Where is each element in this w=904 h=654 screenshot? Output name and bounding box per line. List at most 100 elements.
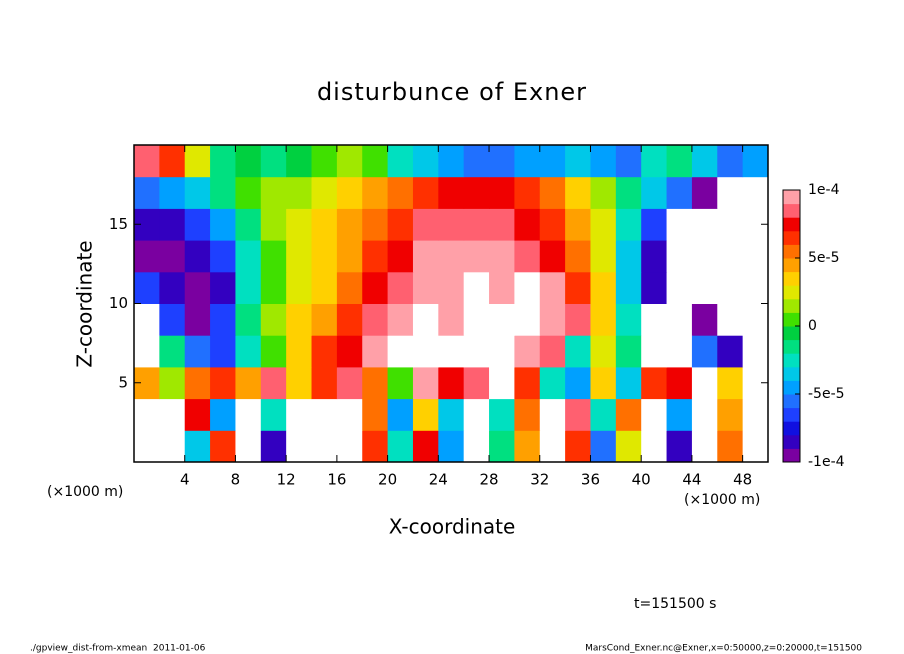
colorbar-tick-label: 1e-4 — [808, 182, 840, 198]
heatmap-cell — [311, 335, 338, 368]
heatmap-cell — [539, 335, 566, 368]
x-tick-label: 20 — [378, 471, 397, 489]
heatmap-cell — [286, 271, 313, 304]
heatmap-cell — [235, 366, 262, 400]
heatmap-cell — [463, 271, 490, 304]
heatmap-cell — [463, 208, 490, 241]
heatmap-cell — [489, 398, 515, 431]
heatmap-cell — [235, 176, 262, 209]
heatmap-cell — [641, 398, 668, 431]
colorbar-tick-label: 0 — [808, 318, 817, 334]
heatmap-cell — [235, 430, 262, 463]
x-tick-label: 8 — [231, 471, 241, 489]
heatmap-cell — [210, 271, 236, 304]
heatmap-cell — [539, 176, 566, 209]
heatmap-cell — [159, 271, 186, 304]
heatmap-cell — [362, 366, 389, 400]
heatmap-cell — [565, 366, 591, 400]
heatmap-cell — [717, 240, 744, 273]
heatmap-cell — [235, 303, 262, 336]
heatmap-cell — [362, 208, 389, 241]
heatmap-cell — [336, 303, 363, 336]
heatmap-cell — [159, 176, 186, 209]
heatmap-cell — [159, 208, 186, 241]
heatmap-cell — [565, 145, 591, 178]
heatmap-cell — [666, 176, 693, 209]
heatmap-cell — [514, 398, 541, 431]
heatmap-cell — [691, 398, 718, 431]
heatmap-cell — [742, 398, 769, 431]
heatmap-cell — [387, 335, 414, 368]
heatmap-cell — [717, 303, 744, 336]
heatmap-cell — [159, 145, 186, 178]
heatmap-cell — [641, 145, 668, 178]
heatmap-cell — [438, 176, 465, 209]
heatmap-cell — [286, 176, 313, 209]
heatmap-cell — [565, 208, 591, 241]
heatmap-cell — [184, 208, 211, 241]
heatmap-cell — [717, 271, 744, 304]
heatmap-cell — [336, 240, 363, 273]
heatmap-cell — [286, 335, 313, 368]
heatmap-cell — [184, 335, 211, 368]
heatmap-cell — [691, 145, 718, 178]
heatmap-cell — [489, 176, 515, 209]
heatmap-cell — [438, 271, 465, 304]
heatmap-cell — [210, 145, 236, 178]
heatmap-cell — [260, 398, 287, 431]
colorbar-tick-label: 5e-5 — [808, 250, 839, 266]
heatmap-cell — [463, 240, 490, 273]
heatmap-cell — [565, 240, 591, 273]
heatmap-cell — [286, 208, 313, 241]
heatmap-cell — [260, 271, 287, 304]
heatmap-cell — [666, 366, 693, 400]
x-tick-label: 12 — [277, 471, 296, 489]
heatmap-cell — [412, 208, 439, 241]
heatmap-cell — [387, 271, 414, 304]
y-axis-label: Z-coordinate — [73, 240, 97, 367]
heatmap-cell — [159, 398, 186, 431]
heatmap-cell — [260, 208, 287, 241]
heatmap-cell — [666, 430, 693, 463]
heatmap-cell — [641, 176, 668, 209]
heatmap-cell — [615, 240, 642, 273]
heatmap-cell — [539, 398, 566, 431]
colorbar-swatch — [783, 353, 800, 368]
heatmap-cell — [235, 335, 262, 368]
heatmap-cell — [184, 271, 211, 304]
heatmap-cell — [412, 145, 439, 178]
heatmap-cell — [489, 303, 515, 336]
heatmap-cell — [691, 430, 718, 463]
heatmap-cell — [235, 398, 262, 431]
x-tick-label: 40 — [632, 471, 651, 489]
heatmap-cell — [641, 430, 668, 463]
heatmap-cell — [260, 430, 287, 463]
heatmap-cell — [184, 303, 211, 336]
colorbar-swatch — [783, 312, 800, 327]
heatmap-cell — [514, 430, 541, 463]
heatmap-cell — [210, 398, 236, 431]
heatmap-cell — [184, 430, 211, 463]
heatmap-cell — [666, 271, 693, 304]
heatmap-cell — [615, 303, 642, 336]
heatmap-cell — [311, 398, 338, 431]
heatmap-cell — [514, 271, 541, 304]
heatmap-cell — [286, 303, 313, 336]
heatmap-cell — [311, 366, 338, 400]
heatmap-cell — [666, 208, 693, 241]
heatmap-cell — [235, 271, 262, 304]
heatmap-cell — [311, 303, 338, 336]
heatmap-cell — [463, 303, 490, 336]
heatmap-cell — [590, 335, 617, 368]
heatmap-cell — [514, 176, 541, 209]
x-tick-label: 4 — [180, 471, 190, 489]
colorbar-swatch — [783, 380, 800, 395]
heatmap-cell — [641, 366, 668, 400]
heatmap-cell — [235, 240, 262, 273]
heatmap-cell — [615, 430, 642, 463]
heatmap-cell — [489, 366, 515, 400]
heatmap-cell — [134, 303, 160, 336]
heatmap-cell — [717, 176, 744, 209]
footer-left: ./gpview_dist-from-xmean 2011-01-06 — [30, 644, 206, 654]
heatmap-cell — [438, 398, 465, 431]
